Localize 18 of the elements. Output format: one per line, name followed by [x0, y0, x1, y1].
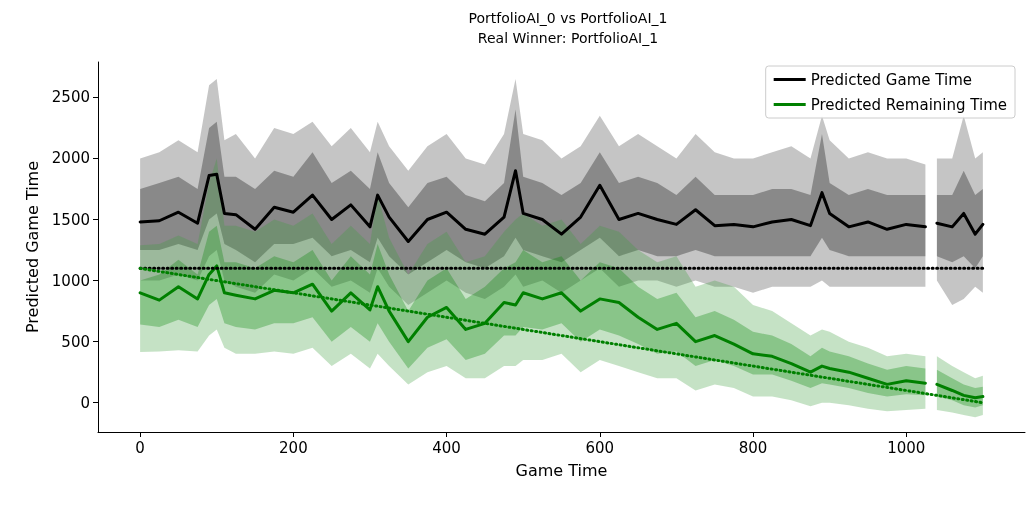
x-tick-label: 0	[135, 438, 145, 457]
y-tick-label: 0	[80, 393, 90, 412]
x-tick-label: 1000	[887, 438, 926, 457]
chart-subtitle: Real Winner: PortfolioAI_1	[477, 30, 659, 46]
y-tick-label: 2500	[51, 88, 90, 107]
y-tick-label: 1000	[51, 271, 90, 290]
x-tick-label: 200	[279, 438, 308, 457]
x-tick-label: 400	[432, 438, 461, 457]
legend-label: Predicted Remaining Time	[810, 95, 1007, 114]
y-tick-label: 1500	[51, 210, 90, 229]
x-axis-title: Game Time	[515, 460, 608, 480]
chart-title: PortfolioAI_0 vs PortfolioAI_1	[468, 10, 668, 26]
y-tick-label: 2000	[51, 149, 90, 168]
y-tick-label: 500	[61, 332, 90, 351]
x-tick-label: 600	[585, 438, 615, 457]
legend-label: Predicted Game Time	[810, 70, 973, 89]
x-tick-label: 800	[738, 438, 768, 457]
y-axis-title: Predicted Game Time	[23, 160, 43, 334]
